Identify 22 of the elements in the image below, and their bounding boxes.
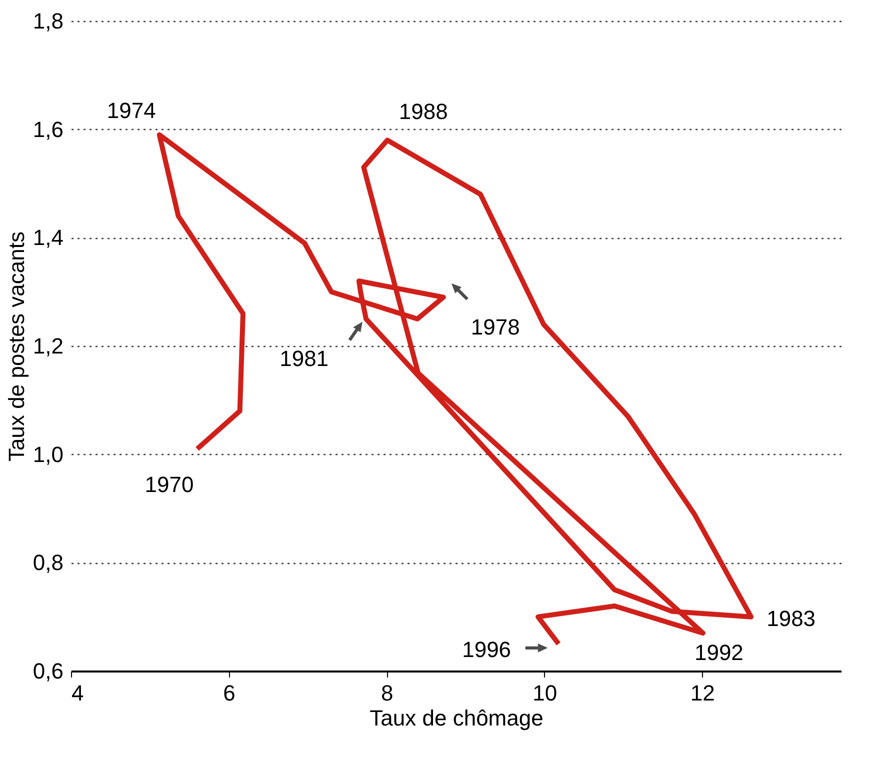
annotation: 1983 [766,606,816,631]
annotation: 1981 [280,346,329,371]
annotation: 1992 [694,640,744,666]
y-tick-label: 1,8 [32,8,64,34]
y-tick-label: 1,6 [32,116,64,142]
x-tick-label: 10 [532,680,558,706]
annotation: 1996 [462,636,512,662]
y-tick-label: 1,0 [32,442,64,467]
annotation: 1978 [470,314,520,340]
annotation: 1974 [106,98,156,123]
x-tick-label: 8 [380,680,394,706]
x-tick-label: 4 [72,680,84,706]
annotation: 1970 [144,472,194,497]
y-tick-label: 1,2 [32,334,64,358]
x-tick-label: 6 [223,680,236,706]
y-axis-title: Taux de postes vacants [4,232,29,462]
y-tick-label: 1,4 [32,225,64,250]
x-tick-label: 12 [690,680,715,706]
y-tick-label: 0,8 [32,550,64,576]
y-tick-label: 0,6 [32,658,64,684]
x-axis-title: Taux de chômage [370,706,544,730]
annotation: 1988 [398,99,448,124]
